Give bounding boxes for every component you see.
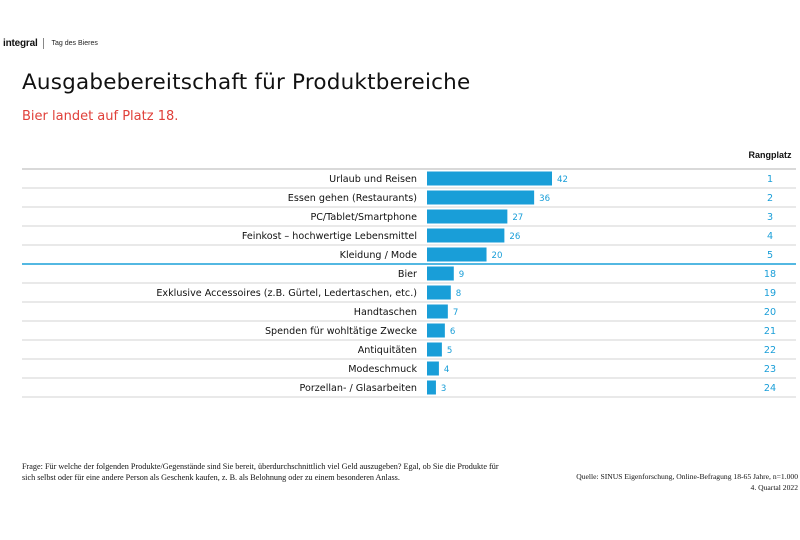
bar <box>427 285 451 300</box>
category-label: Spenden für wohltätige Zwecke <box>265 326 417 337</box>
bar <box>427 380 436 395</box>
rank-label: 20 <box>764 307 776 318</box>
rank-label: 19 <box>764 288 776 299</box>
question-footnote: Frage: Für welche der folgenden Produkte… <box>22 462 499 482</box>
value-label: 8 <box>456 289 461 299</box>
category-label: Bier <box>398 269 417 280</box>
rank-column-header: Rangplatz <box>748 150 792 160</box>
rank-label: 1 <box>767 174 773 185</box>
value-label: 3 <box>441 384 446 394</box>
source-line-1: Quelle: SINUS Eigenforschung, Online-Bef… <box>576 472 798 481</box>
value-label: 9 <box>459 270 464 280</box>
category-label: Porzellan- / Glasarbeiten <box>300 383 417 394</box>
logo: integral <box>3 38 38 49</box>
bar <box>427 361 439 376</box>
rank-label: 22 <box>764 345 776 356</box>
page-title: Ausgabebereitschaft für Produktbereiche <box>22 70 471 95</box>
value-label: 26 <box>509 232 520 242</box>
header-tag: Tag des Bieres <box>51 40 98 47</box>
bar <box>427 247 487 262</box>
value-label: 36 <box>539 194 550 204</box>
header: integral Tag des Bieres <box>3 38 98 49</box>
rank-label: 2 <box>767 193 773 204</box>
value-label: 6 <box>450 327 455 337</box>
category-label: Exklusive Accessoires (z.B. Gürtel, Lede… <box>156 288 417 299</box>
source-line-2: 4. Quartal 2022 <box>750 483 798 492</box>
category-label: PC/Tablet/Smartphone <box>310 212 417 223</box>
value-label: 7 <box>453 308 458 318</box>
rank-label: 21 <box>764 326 776 337</box>
value-label: 27 <box>512 213 523 223</box>
rank-label: 4 <box>767 231 773 242</box>
category-label: Urlaub und Reisen <box>329 174 417 185</box>
category-label: Handtaschen <box>354 307 417 318</box>
rank-label: 24 <box>764 383 776 394</box>
bar <box>427 228 505 243</box>
category-label: Essen gehen (Restaurants) <box>288 193 417 204</box>
bar <box>427 323 445 338</box>
bar <box>427 342 442 357</box>
bar <box>427 266 454 281</box>
rank-label: 23 <box>764 364 776 375</box>
category-label: Antiquitäten <box>358 345 417 356</box>
rank-label: 5 <box>767 250 773 261</box>
category-label: Feinkost – hochwertige Lebensmittel <box>242 231 417 242</box>
value-label: 42 <box>557 175 568 185</box>
bar <box>427 190 535 205</box>
header-divider <box>42 38 44 49</box>
rank-label: 3 <box>767 212 773 223</box>
source-note: Quelle: SINUS Eigenforschung, Online-Bef… <box>576 471 798 493</box>
category-label: Kleidung / Mode <box>340 250 417 261</box>
bar <box>427 304 448 319</box>
value-label: 5 <box>447 346 452 356</box>
value-label: 4 <box>444 365 449 375</box>
bar <box>427 171 552 186</box>
page-subtitle: Bier landet auf Platz 18. <box>22 109 179 124</box>
category-label: Modeschmuck <box>348 364 417 375</box>
bar <box>427 209 508 224</box>
rank-label: 18 <box>764 269 776 280</box>
value-label: 20 <box>492 251 503 261</box>
